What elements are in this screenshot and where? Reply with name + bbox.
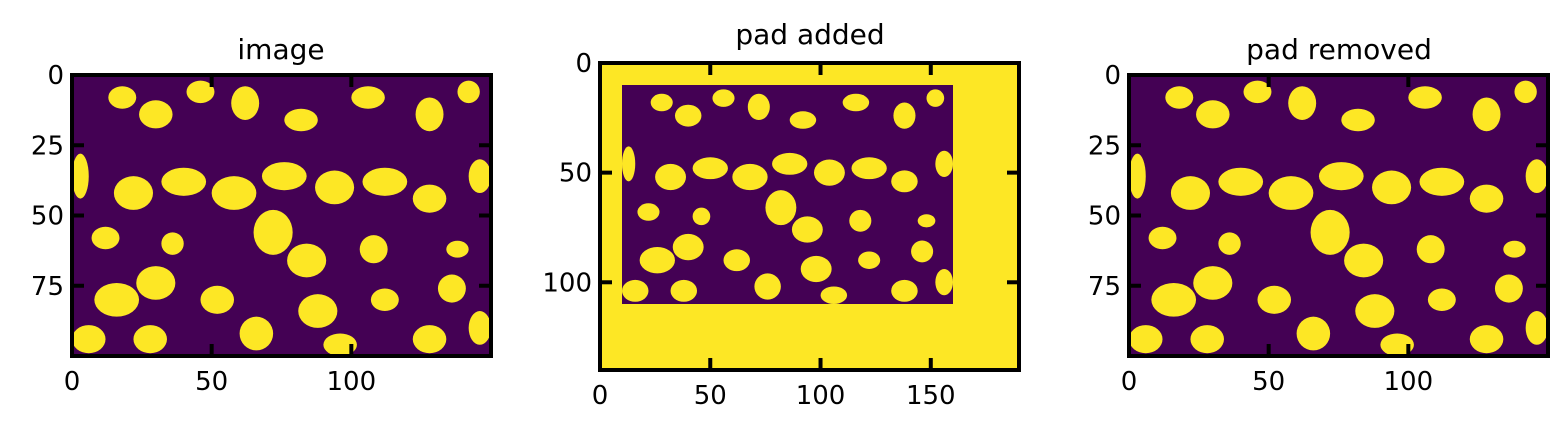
x-tick-label: 50 [195,367,228,397]
panel-pad-added-yticks: 0 50 100 [542,49,1019,298]
y-tick-label: 75 [1088,272,1121,302]
y-tick-label: 25 [1088,131,1121,161]
panel-pad-added-heatmap [622,85,953,304]
x-tick-label: 100 [327,367,377,397]
panel-image: image 0 50 100 0 25 50 75 [31,33,493,397]
x-tick-label: 100 [796,381,846,411]
y-tick-label: 100 [542,268,592,298]
panel-image-xticks: 0 50 100 [64,75,376,397]
x-tick-label: 50 [694,381,727,411]
panel-image-title: image [237,33,324,66]
panel-pad-added: pad added 0 50 100 150 0 50 100 [542,18,1021,411]
panel-pad-removed: pad removed 0 50 100 0 25 50 75 [1088,33,1550,397]
panel-pad-added-frame [598,61,1021,372]
y-tick-label: 0 [1104,61,1121,91]
y-tick-label: 50 [1088,202,1121,232]
x-tick-label: 50 [1252,367,1285,397]
x-tick-label: 0 [64,367,81,397]
panel-pad-removed-heatmap [1129,75,1548,356]
panel-pad-removed-yticks: 0 25 50 75 [1088,61,1548,302]
x-tick-label: 150 [906,381,956,411]
y-tick-label: 25 [31,131,64,161]
panel-pad-removed-title: pad removed [1246,33,1432,66]
panel-pad-added-title: pad added [735,18,884,51]
y-tick-label: 50 [31,202,64,232]
panel-pad-added-xticks: 0 50 100 150 [592,63,956,411]
x-tick-label: 100 [1384,367,1434,397]
panel-image-heatmap [72,75,491,356]
y-tick-label: 75 [31,272,64,302]
panel-pad-removed-xticks: 0 50 100 [1121,75,1433,397]
y-tick-label: 0 [47,61,64,91]
panel-image-yticks: 0 25 50 75 [31,61,491,302]
x-tick-label: 0 [1121,367,1138,397]
x-tick-label: 0 [592,381,609,411]
y-tick-label: 50 [559,159,592,189]
y-tick-label: 0 [575,49,592,79]
